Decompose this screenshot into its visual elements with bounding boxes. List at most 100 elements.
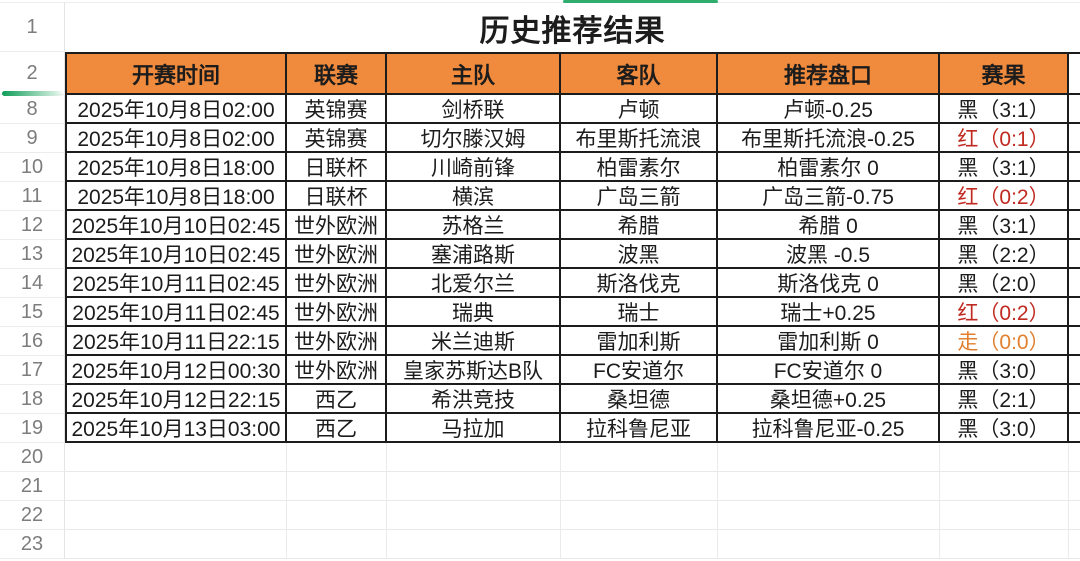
cell-result[interactable]: 红（0:2） xyxy=(940,298,1069,327)
cell-match-time[interactable]: 2025年10月10日02:45 xyxy=(65,240,287,269)
cell-result[interactable]: 红（0:1） xyxy=(940,124,1069,153)
cell-match-time[interactable]: 2025年10月8日02:00 xyxy=(65,124,287,153)
empty-cell[interactable] xyxy=(387,472,561,501)
row-number[interactable]: 14 xyxy=(0,269,65,298)
row-number[interactable]: 8 xyxy=(0,95,65,124)
cell-handicap[interactable]: 波黑 -0.5 xyxy=(718,240,940,269)
cell-match-time[interactable]: 2025年10月11日22:15 xyxy=(65,327,287,356)
row-number[interactable]: 23 xyxy=(0,530,65,559)
cell-handicap[interactable]: 布里斯托流浪-0.25 xyxy=(718,124,940,153)
cell-handicap[interactable]: 卢顿-0.25 xyxy=(718,95,940,124)
row-number[interactable]: 19 xyxy=(0,414,65,443)
empty-cell[interactable] xyxy=(65,530,287,559)
empty-cell[interactable] xyxy=(65,472,287,501)
cell-home-team[interactable]: 米兰迪斯 xyxy=(387,327,561,356)
empty-cell[interactable] xyxy=(65,501,287,530)
cell-away-team[interactable]: FC安道尔 xyxy=(561,356,718,385)
row-number[interactable]: 10 xyxy=(0,153,65,182)
header-cell-handicap[interactable]: 推荐盘口 xyxy=(718,52,940,95)
header-cell-league[interactable]: 联赛 xyxy=(287,52,387,95)
empty-cell[interactable] xyxy=(287,443,387,472)
cell-league[interactable]: 西乙 xyxy=(287,385,387,414)
cell-home-team[interactable]: 皇家苏斯达B队 xyxy=(387,356,561,385)
empty-cell[interactable] xyxy=(718,443,940,472)
empty-cell[interactable] xyxy=(561,472,718,501)
cell-home-team[interactable]: 切尔滕汉姆 xyxy=(387,124,561,153)
empty-cell[interactable] xyxy=(387,443,561,472)
cell-handicap[interactable]: 斯洛伐克 0 xyxy=(718,269,940,298)
cell-match-time[interactable]: 2025年10月8日18:00 xyxy=(65,153,287,182)
empty-cell[interactable] xyxy=(561,530,718,559)
empty-cell[interactable] xyxy=(718,472,940,501)
empty-cell[interactable] xyxy=(387,530,561,559)
cell-away-team[interactable]: 拉科鲁尼亚 xyxy=(561,414,718,443)
cell-home-team[interactable]: 川崎前锋 xyxy=(387,153,561,182)
cell-home-team[interactable]: 苏格兰 xyxy=(387,211,561,240)
cell-home-team[interactable]: 北爱尔兰 xyxy=(387,269,561,298)
hidden-rows-indicator[interactable] xyxy=(2,91,64,96)
cell-result[interactable]: 黑（3:0） xyxy=(940,356,1069,385)
empty-cell[interactable] xyxy=(940,530,1069,559)
cell-match-time[interactable]: 2025年10月8日02:00 xyxy=(65,95,287,124)
row-number[interactable]: 13 xyxy=(0,240,65,269)
cell-handicap[interactable]: 桑坦德+0.25 xyxy=(718,385,940,414)
cell-result[interactable]: 黑（2:0） xyxy=(940,269,1069,298)
cell-result[interactable]: 红（0:2） xyxy=(940,182,1069,211)
cell-league[interactable]: 世外欧洲 xyxy=(287,327,387,356)
cell-match-time[interactable]: 2025年10月8日18:00 xyxy=(65,182,287,211)
header-cell-result[interactable]: 赛果 xyxy=(940,52,1069,95)
cell-result[interactable]: 黑（3:1） xyxy=(940,153,1069,182)
header-cell-home-team[interactable]: 主队 xyxy=(387,52,561,95)
cell-home-team[interactable]: 横滨 xyxy=(387,182,561,211)
cell-home-team[interactable]: 剑桥联 xyxy=(387,95,561,124)
empty-cell[interactable] xyxy=(287,530,387,559)
row-number[interactable]: 1 xyxy=(0,3,65,52)
empty-cell[interactable] xyxy=(940,501,1069,530)
cell-league[interactable]: 西乙 xyxy=(287,414,387,443)
cell-match-time[interactable]: 2025年10月12日22:15 xyxy=(65,385,287,414)
cell-handicap[interactable]: 广岛三箭-0.75 xyxy=(718,182,940,211)
cell-away-team[interactable]: 雷加利斯 xyxy=(561,327,718,356)
cell-away-team[interactable]: 瑞士 xyxy=(561,298,718,327)
cell-match-time[interactable]: 2025年10月11日02:45 xyxy=(65,269,287,298)
row-number[interactable]: 11 xyxy=(0,182,65,211)
empty-cell[interactable] xyxy=(561,443,718,472)
cell-league[interactable]: 世外欧洲 xyxy=(287,240,387,269)
row-number[interactable]: 15 xyxy=(0,298,65,327)
row-number[interactable]: 21 xyxy=(0,472,65,501)
cell-away-team[interactable]: 布里斯托流浪 xyxy=(561,124,718,153)
empty-cell[interactable] xyxy=(940,443,1069,472)
cell-home-team[interactable]: 马拉加 xyxy=(387,414,561,443)
row-number[interactable]: 22 xyxy=(0,501,65,530)
cell-result[interactable]: 黑（3:1） xyxy=(940,211,1069,240)
cell-league[interactable]: 英锦赛 xyxy=(287,95,387,124)
cell-result[interactable]: 黑（3:1） xyxy=(940,95,1069,124)
row-number[interactable]: 16 xyxy=(0,327,65,356)
cell-league[interactable]: 世外欧洲 xyxy=(287,211,387,240)
cell-match-time[interactable]: 2025年10月11日02:45 xyxy=(65,298,287,327)
cell-result[interactable]: 黑（2:2） xyxy=(940,240,1069,269)
cell-handicap[interactable]: 瑞士+0.25 xyxy=(718,298,940,327)
cell-away-team[interactable]: 斯洛伐克 xyxy=(561,269,718,298)
cell-league[interactable]: 世外欧洲 xyxy=(287,298,387,327)
cell-home-team[interactable]: 希洪竞技 xyxy=(387,385,561,414)
cell-result[interactable]: 走（0:0） xyxy=(940,327,1069,356)
cell-away-team[interactable]: 广岛三箭 xyxy=(561,182,718,211)
cell-league[interactable]: 世外欧洲 xyxy=(287,356,387,385)
cell-home-team[interactable]: 瑞典 xyxy=(387,298,561,327)
sheet-title-cell[interactable]: 历史推荐结果 xyxy=(479,14,666,48)
cell-handicap[interactable]: FC安道尔 0 xyxy=(718,356,940,385)
empty-cell[interactable] xyxy=(287,501,387,530)
cell-away-team[interactable]: 桑坦德 xyxy=(561,385,718,414)
cell-result[interactable]: 黑（3:0） xyxy=(940,414,1069,443)
cell-match-time[interactable]: 2025年10月12日00:30 xyxy=(65,356,287,385)
cell-away-team[interactable]: 希腊 xyxy=(561,211,718,240)
cell-away-team[interactable]: 柏雷素尔 xyxy=(561,153,718,182)
row-number[interactable]: 20 xyxy=(0,443,65,472)
empty-cell[interactable] xyxy=(387,501,561,530)
empty-cell[interactable] xyxy=(561,501,718,530)
header-cell-match-time[interactable]: 开赛时间 xyxy=(65,52,287,95)
cell-league[interactable]: 英锦赛 xyxy=(287,124,387,153)
empty-cell[interactable] xyxy=(287,472,387,501)
cell-match-time[interactable]: 2025年10月10日02:45 xyxy=(65,211,287,240)
